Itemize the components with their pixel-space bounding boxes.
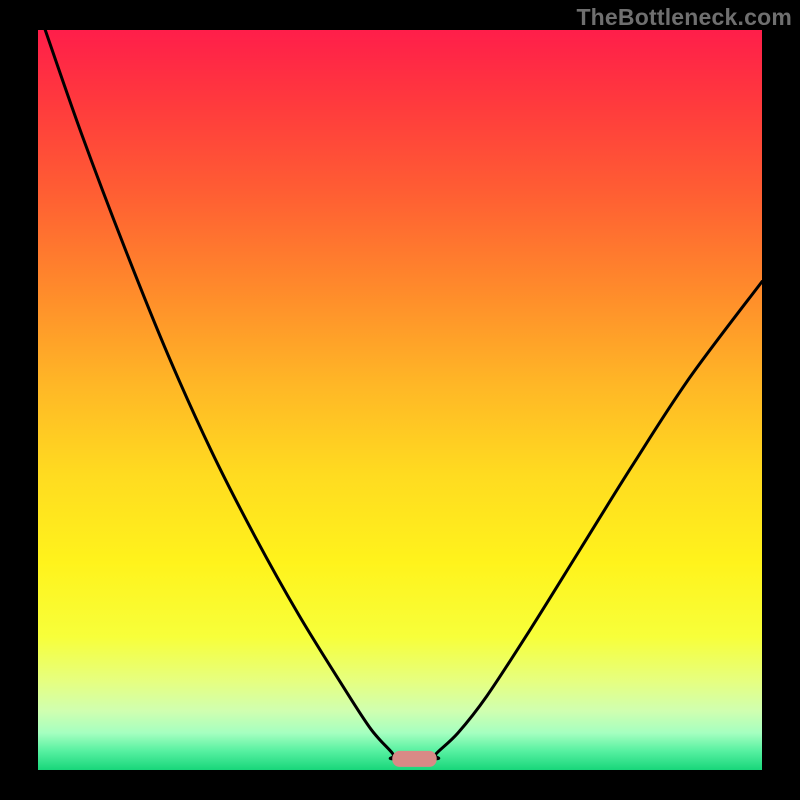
operating-point-marker: [393, 751, 436, 766]
chart-stage: TheBottleneck.com: [0, 0, 800, 800]
bottleneck-chart-svg: [0, 0, 800, 800]
watermark-label: TheBottleneck.com: [576, 4, 792, 31]
gradient-background: [38, 30, 762, 770]
